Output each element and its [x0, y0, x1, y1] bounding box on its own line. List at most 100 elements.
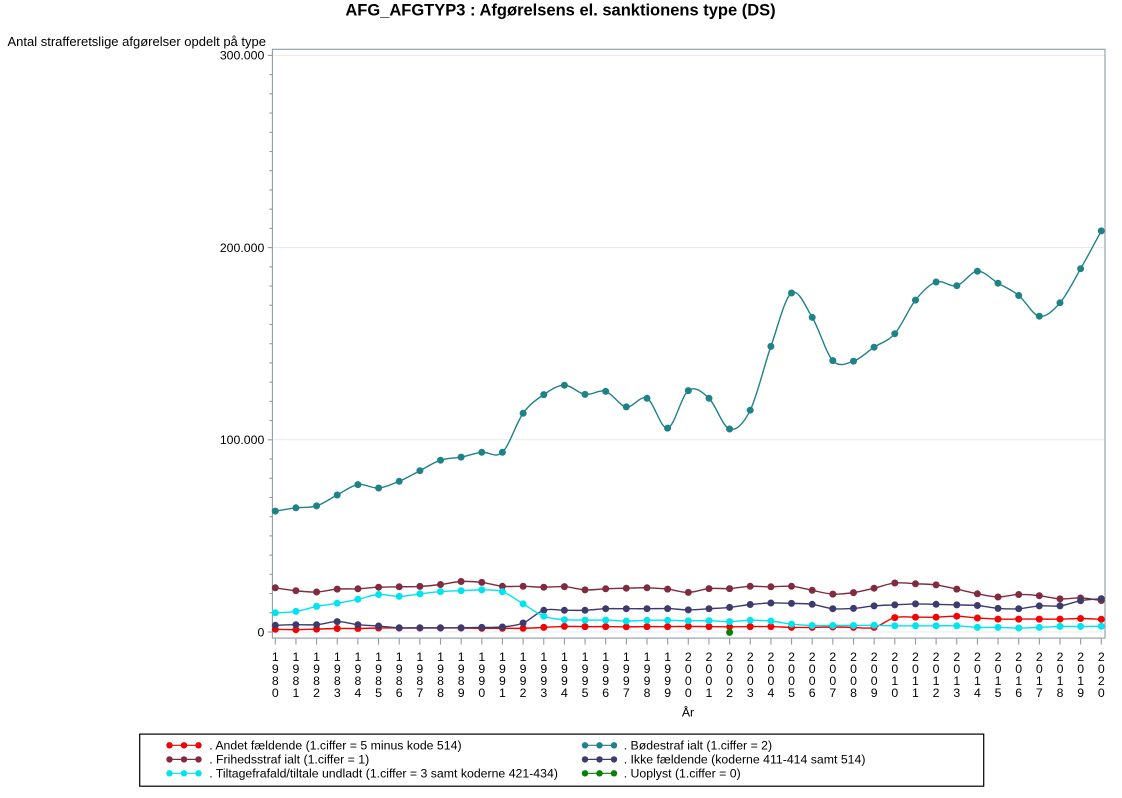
svg-text:0: 0	[685, 662, 692, 676]
svg-text:2: 2	[1098, 650, 1105, 664]
svg-text:1: 1	[1057, 674, 1064, 688]
svg-text:4: 4	[974, 686, 981, 700]
svg-text:1: 1	[1036, 674, 1043, 688]
svg-text:1: 1	[912, 686, 919, 700]
svg-text:1: 1	[396, 650, 403, 664]
svg-text:2: 2	[933, 686, 940, 700]
svg-text:9: 9	[416, 662, 423, 676]
svg-text:1: 1	[416, 650, 423, 664]
svg-text:. Tiltagefrafald/tiltale undla: . Tiltagefrafald/tiltale undladt (1.ciff…	[209, 767, 558, 781]
svg-text:6: 6	[1015, 686, 1022, 700]
svg-text:8: 8	[416, 674, 423, 688]
svg-text:9: 9	[272, 662, 279, 676]
svg-text:0: 0	[747, 674, 754, 688]
svg-text:0: 0	[891, 686, 898, 700]
svg-text:0: 0	[706, 662, 713, 676]
svg-text:. Ikke fældende (koderne 411-4: . Ikke fældende (koderne 411-414 samt 51…	[624, 753, 866, 767]
svg-text:2: 2	[933, 650, 940, 664]
svg-text:300.000: 300.000	[220, 49, 265, 63]
svg-text:1: 1	[933, 674, 940, 688]
svg-text:2: 2	[788, 650, 795, 664]
svg-text:2: 2	[871, 650, 878, 664]
svg-text:9: 9	[354, 662, 361, 676]
svg-text:1: 1	[891, 674, 898, 688]
svg-text:0: 0	[871, 662, 878, 676]
svg-text:0: 0	[809, 662, 816, 676]
svg-text:9: 9	[520, 674, 527, 688]
svg-text:3: 3	[747, 686, 754, 700]
svg-text:8: 8	[850, 686, 857, 700]
svg-text:1: 1	[499, 650, 506, 664]
svg-text:3: 3	[334, 686, 341, 700]
svg-text:2: 2	[1036, 650, 1043, 664]
svg-text:0: 0	[685, 686, 692, 700]
svg-text:9: 9	[664, 686, 671, 700]
svg-text:1: 1	[272, 650, 279, 664]
svg-text:7: 7	[1036, 686, 1043, 700]
svg-text:0: 0	[1015, 662, 1022, 676]
svg-text:0: 0	[747, 662, 754, 676]
svg-text:5: 5	[788, 686, 795, 700]
svg-text:0: 0	[726, 674, 733, 688]
svg-text:. Bødestraf ialt (1.ciffer = 2: . Bødestraf ialt (1.ciffer = 2)	[624, 739, 772, 753]
svg-text:1: 1	[644, 650, 651, 664]
svg-text:1: 1	[458, 650, 465, 664]
svg-text:1: 1	[561, 650, 568, 664]
svg-text:1: 1	[354, 650, 361, 664]
svg-text:2: 2	[912, 650, 919, 664]
svg-text:0: 0	[1077, 662, 1084, 676]
svg-text:6: 6	[809, 686, 816, 700]
svg-text:5: 5	[582, 686, 589, 700]
svg-text:9: 9	[644, 674, 651, 688]
svg-text:1: 1	[520, 650, 527, 664]
svg-text:8: 8	[437, 686, 444, 700]
svg-text:Antal strafferetslige afgørels: Antal strafferetslige afgørelser opdelt …	[8, 34, 266, 49]
svg-text:8: 8	[437, 674, 444, 688]
svg-text:0: 0	[912, 662, 919, 676]
svg-text:7: 7	[416, 686, 423, 700]
svg-text:2: 2	[1015, 650, 1022, 664]
svg-text:0: 0	[788, 662, 795, 676]
svg-text:8: 8	[458, 674, 465, 688]
svg-text:200.000: 200.000	[220, 241, 265, 255]
svg-text:1: 1	[706, 686, 713, 700]
svg-text:0: 0	[767, 674, 774, 688]
svg-text:1: 1	[623, 650, 630, 664]
svg-text:8: 8	[375, 674, 382, 688]
svg-text:0: 0	[829, 674, 836, 688]
svg-text:9: 9	[1077, 686, 1084, 700]
svg-text:3: 3	[540, 686, 547, 700]
svg-text:5: 5	[995, 686, 1002, 700]
svg-text:7: 7	[623, 686, 630, 700]
svg-text:0: 0	[1098, 686, 1105, 700]
svg-text:2: 2	[850, 650, 857, 664]
svg-text:0: 0	[257, 625, 264, 639]
svg-text:2: 2	[706, 650, 713, 664]
svg-text:1: 1	[995, 674, 1002, 688]
svg-text:1: 1	[1015, 674, 1022, 688]
svg-text:9: 9	[458, 662, 465, 676]
svg-text:0: 0	[891, 662, 898, 676]
svg-text:5: 5	[375, 686, 382, 700]
svg-text:1: 1	[478, 650, 485, 664]
svg-text:9: 9	[458, 686, 465, 700]
svg-text:2: 2	[313, 686, 320, 700]
svg-text:0: 0	[995, 662, 1002, 676]
svg-text:0: 0	[1036, 662, 1043, 676]
svg-text:1: 1	[912, 674, 919, 688]
svg-text:0: 0	[850, 674, 857, 688]
svg-text:8: 8	[396, 674, 403, 688]
svg-text:4: 4	[561, 686, 568, 700]
svg-text:9: 9	[664, 674, 671, 688]
svg-text:8: 8	[313, 674, 320, 688]
svg-text:0: 0	[1057, 662, 1064, 676]
svg-text:. Uoplyst (1.ciffer = 0): . Uoplyst (1.ciffer = 0)	[624, 767, 741, 781]
svg-text:9: 9	[582, 674, 589, 688]
svg-text:. Andet fældende (1.ciffer = 5: . Andet fældende (1.ciffer = 5 minus kod…	[209, 739, 461, 753]
svg-text:1: 1	[437, 650, 444, 664]
svg-text:9: 9	[602, 662, 609, 676]
svg-text:2: 2	[1057, 650, 1064, 664]
svg-text:9: 9	[623, 662, 630, 676]
svg-text:9: 9	[561, 674, 568, 688]
svg-text:0: 0	[788, 674, 795, 688]
